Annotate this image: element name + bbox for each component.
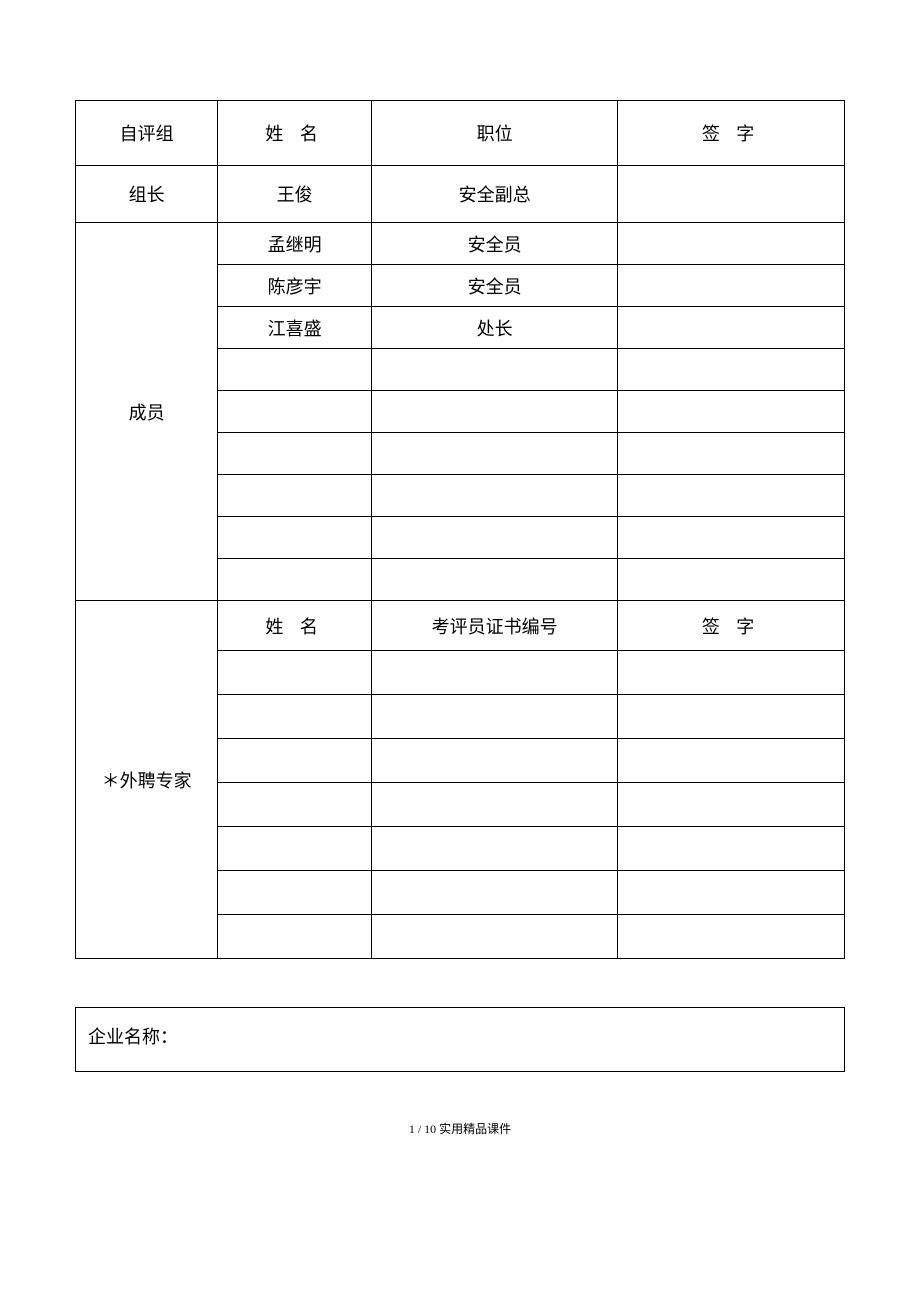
member-name bbox=[218, 517, 372, 559]
expert-name bbox=[218, 651, 372, 695]
member-sign bbox=[618, 265, 845, 307]
member-name bbox=[218, 391, 372, 433]
expert-cert bbox=[372, 915, 618, 959]
expert-name bbox=[218, 783, 372, 827]
expert-name bbox=[218, 695, 372, 739]
member-sign bbox=[618, 475, 845, 517]
member-sign bbox=[618, 517, 845, 559]
member-position bbox=[372, 517, 618, 559]
expert-cert bbox=[372, 783, 618, 827]
member-name: 孟继明 bbox=[218, 223, 372, 265]
leader-sign bbox=[618, 166, 845, 223]
expert-name bbox=[218, 871, 372, 915]
expert-header-cert: 考评员证书编号 bbox=[372, 601, 618, 651]
expert-sign bbox=[618, 871, 845, 915]
member-sign bbox=[618, 391, 845, 433]
member-sign bbox=[618, 559, 845, 601]
expert-sign bbox=[618, 695, 845, 739]
expert-cert bbox=[372, 651, 618, 695]
member-sign bbox=[618, 349, 845, 391]
header-name: 姓 名 bbox=[218, 101, 372, 166]
header-sign: 签 字 bbox=[618, 101, 845, 166]
member-row: 成员 孟继明 安全员 bbox=[76, 223, 845, 265]
expert-cert bbox=[372, 827, 618, 871]
member-position bbox=[372, 475, 618, 517]
member-position: 安全员 bbox=[372, 223, 618, 265]
expert-header-name: 姓 名 bbox=[218, 601, 372, 651]
member-name: 江喜盛 bbox=[218, 307, 372, 349]
member-sign bbox=[618, 433, 845, 475]
member-name bbox=[218, 433, 372, 475]
page-sep: / bbox=[415, 1122, 424, 1136]
expert-sign bbox=[618, 827, 845, 871]
header-group: 自评组 bbox=[76, 101, 218, 166]
expert-sign bbox=[618, 739, 845, 783]
company-name-box: 企业名称： bbox=[75, 1007, 845, 1072]
leader-row: 组长 王俊 安全副总 bbox=[76, 166, 845, 223]
member-position bbox=[372, 559, 618, 601]
member-sign bbox=[618, 307, 845, 349]
member-sign bbox=[618, 223, 845, 265]
member-name: 陈彦宇 bbox=[218, 265, 372, 307]
page-footer: 1 / 10 实用精品课件 bbox=[75, 1120, 845, 1137]
expert-name bbox=[218, 915, 372, 959]
member-name bbox=[218, 475, 372, 517]
leader-position: 安全副总 bbox=[372, 166, 618, 223]
evaluation-group-table: 自评组 姓 名 职位 签 字 组长 王俊 安全副总 成员 孟继明 安全员 陈彦宇… bbox=[75, 100, 845, 959]
footer-suffix: 实用精品课件 bbox=[436, 1122, 511, 1136]
member-position bbox=[372, 391, 618, 433]
expert-name bbox=[218, 827, 372, 871]
member-position: 处长 bbox=[372, 307, 618, 349]
table-header-row: 自评组 姓 名 职位 签 字 bbox=[76, 101, 845, 166]
expert-header-sign: 签 字 bbox=[618, 601, 845, 651]
expert-name bbox=[218, 739, 372, 783]
leader-name: 王俊 bbox=[218, 166, 372, 223]
experts-label: ＊外聘专家 bbox=[76, 601, 218, 959]
member-position bbox=[372, 349, 618, 391]
member-position: 安全员 bbox=[372, 265, 618, 307]
expert-sign bbox=[618, 783, 845, 827]
member-name bbox=[218, 349, 372, 391]
header-position: 职位 bbox=[372, 101, 618, 166]
member-position bbox=[372, 433, 618, 475]
expert-header-row: ＊外聘专家 姓 名 考评员证书编号 签 字 bbox=[76, 601, 845, 651]
leader-label: 组长 bbox=[76, 166, 218, 223]
expert-cert bbox=[372, 739, 618, 783]
members-label: 成员 bbox=[76, 223, 218, 601]
expert-cert bbox=[372, 871, 618, 915]
member-name bbox=[218, 559, 372, 601]
page-total: 10 bbox=[424, 1122, 436, 1136]
company-label: 企业名称： bbox=[88, 1027, 178, 1047]
expert-sign bbox=[618, 915, 845, 959]
expert-sign bbox=[618, 651, 845, 695]
expert-cert bbox=[372, 695, 618, 739]
